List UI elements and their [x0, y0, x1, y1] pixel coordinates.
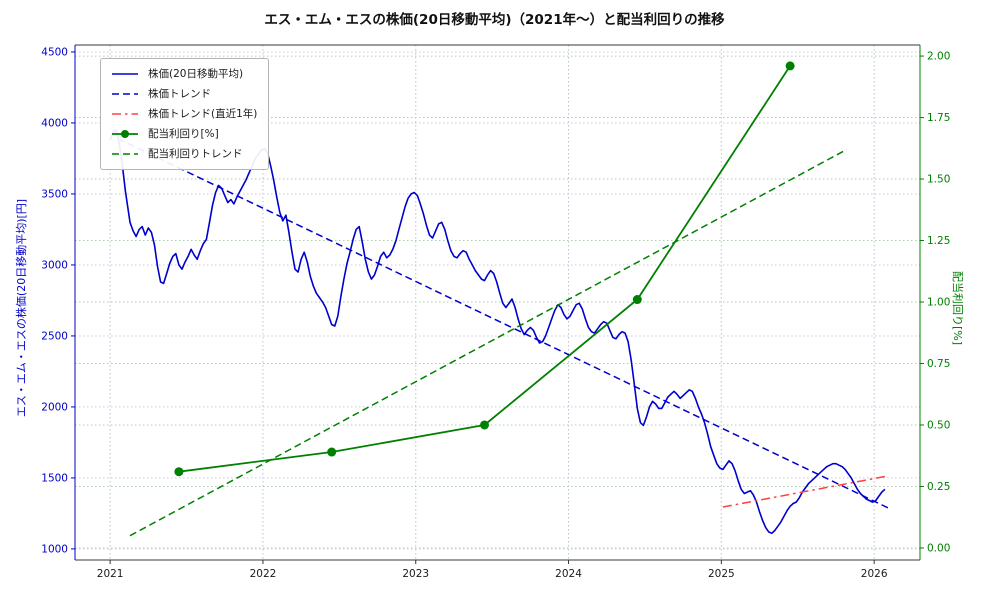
- y-left-tick-label: 2000: [41, 401, 68, 413]
- y-axis-left-label: エス・エム・エスの株価(20日移動平均)[円]: [15, 198, 28, 418]
- price-ma20-line: [109, 129, 886, 535]
- x-tick-label: 2025: [708, 568, 735, 580]
- y-left-tick-label: 3500: [41, 188, 68, 200]
- y-right-tick-label: 1.75: [927, 112, 950, 124]
- y-left-tick-label: 1000: [41, 543, 68, 555]
- y-right-tick-label: 0.00: [927, 542, 950, 554]
- x-tick-label: 2023: [402, 568, 429, 580]
- y-right-tick-label: 1.00: [927, 297, 950, 309]
- y-axis-left-ticks: 1000 1500 2000 2500 3000 3500 4000 4500: [41, 46, 75, 555]
- data-point-marker: [327, 447, 337, 457]
- legend-label: 株価(20日移動平均): [148, 68, 244, 80]
- y-right-tick-label: 0.25: [927, 481, 950, 493]
- legend-item-price-trend-line: 株価トレンド: [110, 86, 257, 101]
- dividend-yield-line: [174, 61, 795, 477]
- y-right-tick-label: 0.75: [927, 358, 950, 370]
- legend-line-sample-icon: [112, 72, 138, 75]
- data-point-marker: [785, 61, 795, 71]
- legend-item-price-ma20-line: 株価(20日移動平均): [110, 66, 257, 81]
- y-left-tick-label: 4500: [41, 46, 68, 58]
- legend-line-sample-icon: [112, 112, 138, 115]
- legend-item-price-trend-recent-line: 株価トレンド(直近1年): [110, 106, 257, 121]
- y-left-tick-label: 3000: [41, 259, 68, 271]
- data-point-marker: [174, 467, 184, 477]
- legend: 株価(20日移動平均) 株価トレンド株価トレンド(直近1年) 配当利回り[%] 配当利…: [100, 58, 270, 170]
- x-tick-label: 2024: [555, 568, 582, 580]
- y-axis-right-label: 配当利回り[%]: [951, 270, 964, 346]
- y-right-tick-label: 0.50: [927, 419, 950, 431]
- y-left-tick-label: 1500: [41, 472, 68, 484]
- x-tick-label: 2022: [250, 568, 277, 580]
- x-axis-ticks: 2021 2022 2023 2024 2025 2026: [97, 560, 888, 580]
- legend-label: 配当利回り[%]: [148, 128, 219, 140]
- legend-label: 配当利回りトレンド: [148, 148, 243, 160]
- legend-item-dividend-yield-line: 配当利回り[%]: [110, 126, 257, 141]
- legend-line-sample-icon: [112, 152, 138, 155]
- legend-item-dividend-yield-trend-line: 配当利回りトレンド: [110, 146, 257, 161]
- chart-title: エス・エム・エスの株価(20日移動平均)（2021年～）と配当利回りの推移: [264, 12, 725, 28]
- data-point-marker: [632, 295, 642, 305]
- y-left-tick-label: 2500: [41, 330, 68, 342]
- y-right-tick-label: 2.00: [927, 51, 950, 63]
- legend-label: 株価トレンド: [148, 88, 211, 100]
- price-trend-recent-line: [722, 475, 886, 508]
- y-left-tick-label: 4000: [41, 117, 68, 129]
- legend-label: 株価トレンド(直近1年): [148, 108, 258, 120]
- y-axis-right-ticks: 0.00 0.25 0.50 0.75 1.00 1.25 1.50 1.75 2.00: [920, 51, 950, 554]
- x-tick-label: 2026: [861, 568, 888, 580]
- legend-line-sample-icon: [112, 129, 138, 138]
- gridlines: [75, 45, 920, 560]
- data-point-marker: [480, 420, 490, 430]
- dividend-yield-trend-line: [129, 148, 848, 537]
- legend-line-sample-icon: [112, 92, 138, 95]
- y-right-tick-label: 1.50: [927, 174, 950, 186]
- y-right-tick-label: 1.25: [927, 235, 950, 247]
- x-tick-label: 2021: [97, 568, 124, 580]
